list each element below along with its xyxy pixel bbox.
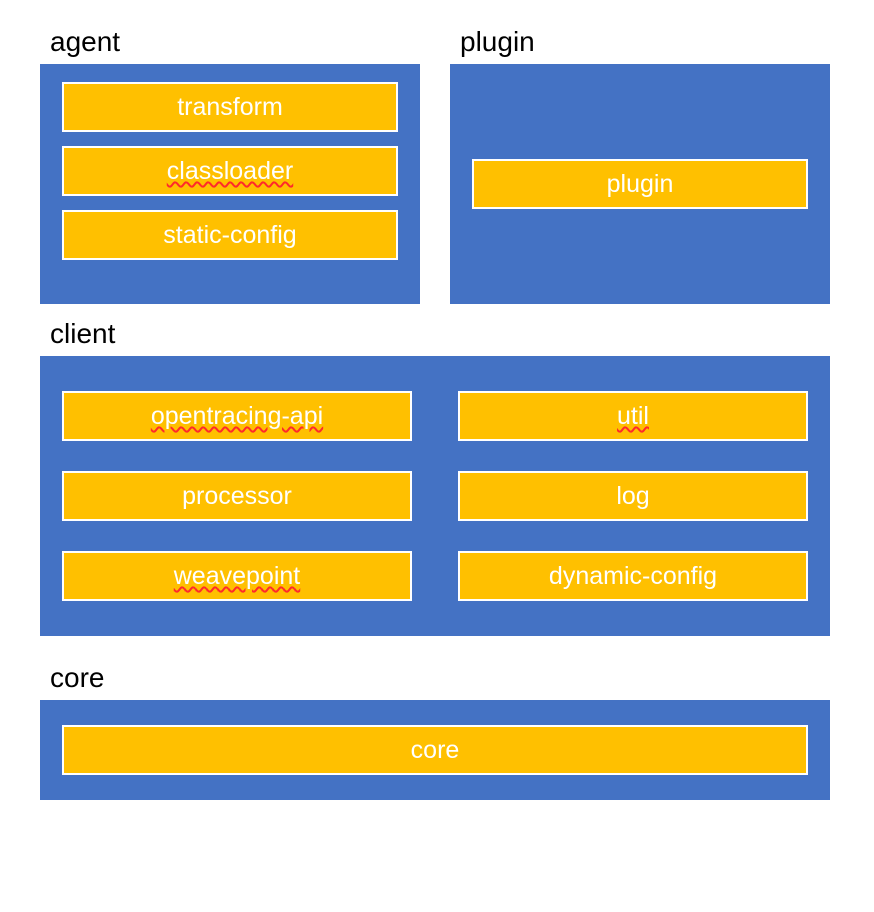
core-item-core: core: [62, 725, 808, 775]
agent-section: agent transform classloader static-confi…: [40, 20, 420, 304]
client-box: opentracing-api util processor log weave…: [40, 356, 830, 636]
core-box: core: [40, 700, 830, 800]
client-item-dynamic-config: dynamic-config: [458, 551, 808, 601]
plugin-title: plugin: [450, 20, 830, 64]
plugin-item-plugin: plugin: [472, 159, 808, 209]
diagram-wrapper: agent transform classloader static-confi…: [40, 20, 834, 892]
item-label: classloader: [167, 157, 293, 185]
item-label: log: [616, 482, 649, 510]
agent-item-classloader: classloader: [62, 146, 398, 196]
item-label: processor: [182, 482, 292, 510]
item-label: weavepoint: [174, 562, 300, 590]
agent-title: agent: [40, 20, 420, 64]
top-row: agent transform classloader static-confi…: [40, 20, 834, 304]
client-item-opentracing-api: opentracing-api: [62, 391, 412, 441]
client-item-log: log: [458, 471, 808, 521]
item-label: core: [411, 736, 460, 764]
core-title: core: [40, 656, 830, 700]
client-item-processor: processor: [62, 471, 412, 521]
client-section: client opentracing-api util processor lo…: [40, 312, 830, 636]
agent-item-transform: transform: [62, 82, 398, 132]
item-label: plugin: [607, 170, 674, 198]
item-label: opentracing-api: [151, 402, 323, 430]
plugin-box: plugin: [450, 64, 830, 304]
core-section: core core: [40, 656, 830, 800]
item-label: static-config: [163, 221, 296, 249]
client-title: client: [40, 312, 830, 356]
item-label: util: [617, 402, 649, 430]
client-item-util: util: [458, 391, 808, 441]
item-label: transform: [177, 93, 283, 121]
client-item-weavepoint: weavepoint: [62, 551, 412, 601]
item-label: dynamic-config: [549, 562, 717, 590]
agent-box: transform classloader static-config: [40, 64, 420, 304]
plugin-section: plugin plugin: [450, 20, 830, 304]
client-grid: opentracing-api util processor log weave…: [62, 376, 808, 616]
agent-item-static-config: static-config: [62, 210, 398, 260]
